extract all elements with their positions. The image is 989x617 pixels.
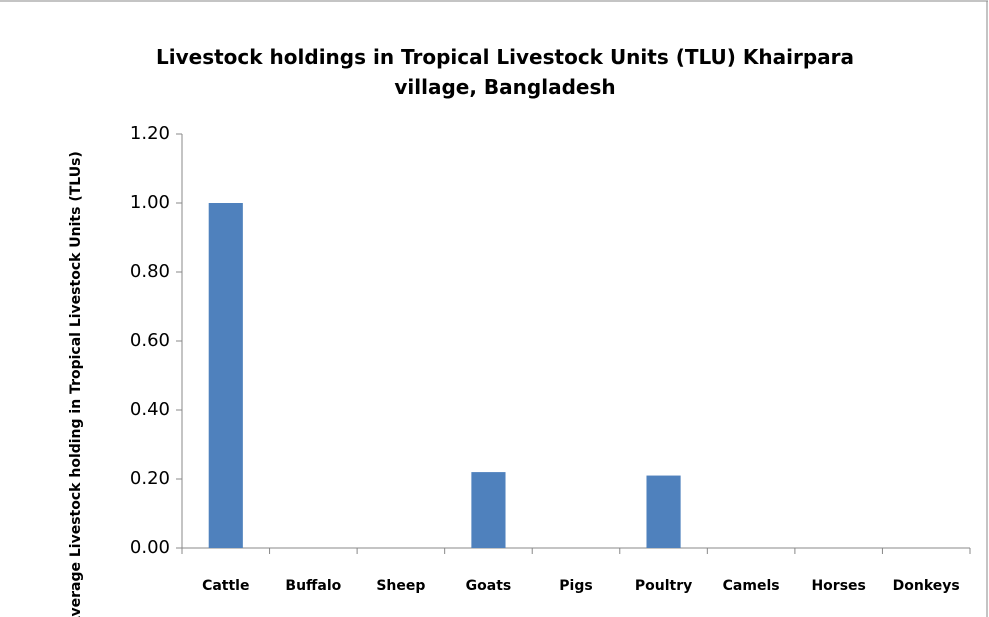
bar	[208, 203, 243, 548]
bar	[646, 475, 681, 548]
x-tick-label: Pigs	[559, 578, 592, 594]
y-tick-label: 0.60	[130, 330, 170, 351]
x-tick-label: Camels	[723, 578, 780, 594]
y-tick-label: 0.20	[130, 468, 170, 489]
x-tick-label: Horses	[811, 578, 865, 594]
y-tick-label: 1.00	[130, 192, 170, 213]
y-tick-label: 1.20	[130, 123, 170, 144]
y-tick-label: 0.40	[130, 399, 170, 420]
bar	[471, 472, 506, 548]
y-tick-label: 0.00	[130, 537, 170, 558]
x-tick-label: Poultry	[635, 578, 692, 594]
y-tick-label: 0.80	[130, 261, 170, 282]
x-tick-label: Sheep	[376, 578, 425, 594]
chart-title: Livestock holdings in Tropical Livestock…	[156, 45, 854, 99]
x-tick-label: Donkeys	[893, 578, 960, 594]
y-axis-label: Average Livestock holding in Tropical Li…	[68, 151, 84, 617]
x-tick-label: Cattle	[202, 578, 249, 594]
x-tick-label: Goats	[466, 578, 512, 594]
x-tick-label: Buffalo	[285, 578, 341, 594]
